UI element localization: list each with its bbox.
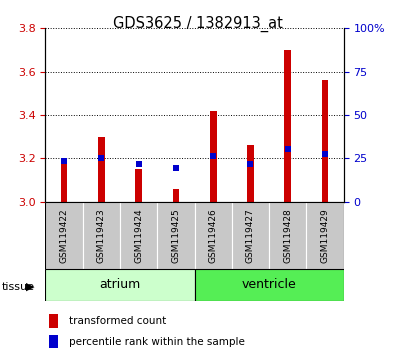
Bar [322,80,328,202]
Bar [98,137,105,202]
Bar [49,335,58,348]
Bar [45,202,83,269]
Text: percentile rank within the sample: percentile rank within the sample [69,337,245,347]
Bar [157,202,194,269]
Bar [247,145,254,202]
Text: transformed count: transformed count [69,316,166,326]
Bar [49,314,58,328]
Bar [61,158,68,202]
Bar [83,202,120,269]
Bar [307,202,344,269]
Text: GSM119423: GSM119423 [97,208,106,263]
Text: ventricle: ventricle [242,279,297,291]
Text: GSM119424: GSM119424 [134,208,143,263]
Text: GSM119428: GSM119428 [283,208,292,263]
Bar [194,202,232,269]
Bar [194,269,344,301]
Bar [210,111,216,202]
Text: atrium: atrium [100,279,141,291]
Text: tissue: tissue [2,282,35,292]
Text: GSM119426: GSM119426 [209,208,218,263]
Text: GSM119422: GSM119422 [60,208,69,263]
Bar [232,202,269,269]
Text: GSM119427: GSM119427 [246,208,255,263]
Bar [120,202,157,269]
Text: ▶: ▶ [26,282,34,292]
Bar [173,189,179,202]
Bar [284,50,291,202]
Text: GSM119429: GSM119429 [320,208,329,263]
Bar [269,202,307,269]
Bar [135,169,142,202]
Text: GSM119425: GSM119425 [171,208,181,263]
Text: GDS3625 / 1382913_at: GDS3625 / 1382913_at [113,16,282,32]
Bar [45,269,194,301]
